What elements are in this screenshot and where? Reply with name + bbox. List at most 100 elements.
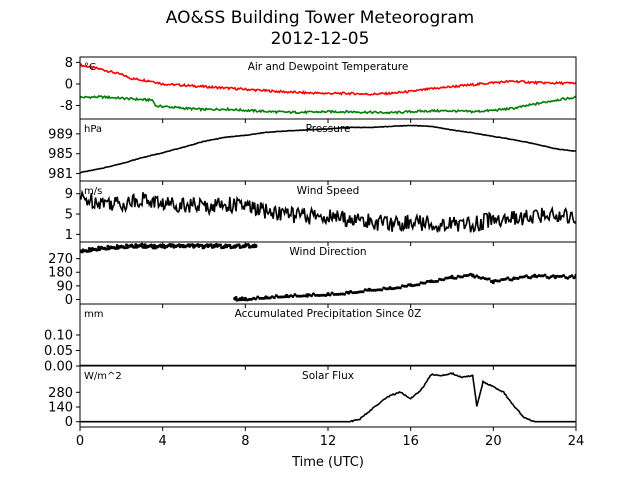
data-point [191, 243, 195, 247]
data-point [570, 274, 574, 278]
panel-title: Pressure [306, 123, 351, 135]
data-point [200, 243, 204, 247]
data-point [417, 283, 421, 287]
data-point [510, 278, 514, 282]
panel-title: Accumulated Precipitation Since 0Z [235, 308, 422, 320]
x-tick-label: 20 [485, 434, 502, 449]
y-tick-label: 989 [48, 127, 73, 142]
panel-1: 8 0 -8 °C Air and Dewpoint Temperature [60, 56, 577, 123]
y-tick-label: 90 [56, 279, 73, 294]
data-point [450, 274, 454, 278]
y-tick-label: -8 [60, 99, 73, 114]
data-point [512, 276, 516, 280]
x-tick-label: 8 [241, 434, 249, 449]
data-point [87, 247, 91, 250]
data-point [405, 284, 408, 288]
x-axis-label: Time (UTC) [291, 455, 364, 470]
y-tick-label: 985 [48, 147, 73, 162]
series-wind-direction [80, 242, 576, 302]
data-point [291, 295, 295, 298]
data-point [320, 293, 324, 297]
data-point [462, 274, 466, 278]
data-point [407, 283, 411, 287]
y-tick-label: 0.00 [44, 360, 73, 375]
panel-2: 989 985 981 hPa Pressure [48, 118, 577, 185]
data-point [553, 276, 557, 280]
data-point [380, 288, 384, 292]
data-point [454, 276, 458, 280]
data-point [234, 296, 238, 299]
unit-label: °C [84, 62, 96, 73]
data-point [524, 274, 528, 278]
y-tick-label: 0 [65, 293, 73, 308]
y-tick-label: 8 [65, 56, 73, 71]
data-point [301, 294, 305, 298]
data-point [293, 293, 297, 297]
data-point [246, 243, 250, 247]
data-point [272, 296, 276, 300]
data-point [228, 243, 232, 247]
data-point [572, 276, 576, 280]
y-tick-label: 0.05 [44, 344, 73, 359]
data-point [264, 296, 268, 300]
series-line-6-1 [80, 371, 576, 423]
series-line-2-1 [80, 124, 576, 174]
data-point [324, 294, 328, 297]
data-point [254, 245, 258, 249]
data-point [487, 277, 491, 281]
data-point [237, 243, 241, 247]
y-tick-label: 0 [65, 415, 73, 430]
panel-title: Wind Speed [297, 185, 360, 197]
data-point [543, 273, 547, 277]
data-point [442, 278, 446, 282]
panel-3: 9 5 1 m/s Wind Speed [65, 180, 577, 246]
data-point [551, 274, 555, 278]
data-point [518, 275, 522, 279]
data-point [436, 279, 439, 283]
data-point [140, 242, 144, 246]
y-tick-label: 0.10 [44, 329, 73, 344]
data-point [330, 291, 334, 295]
figure-title-line1: AO&SS Building Tower Meteorogram [165, 8, 475, 28]
y-tick-label: 5 [65, 208, 73, 223]
panel-title: Solar Flux [302, 370, 354, 382]
data-point [562, 274, 566, 277]
panel-5: 0.100.050.00 mm Accumulated Precipitation … [44, 303, 577, 375]
x-tick-label: 16 [402, 434, 419, 449]
data-point [506, 276, 510, 280]
data-point [328, 293, 332, 297]
data-point [219, 243, 222, 247]
panel-title: Wind Direction [289, 246, 366, 258]
data-point [423, 281, 427, 285]
series-line-1-2 [80, 94, 576, 115]
y-tick-label: 140 [48, 401, 73, 416]
data-point [529, 276, 532, 280]
x-tick-label: 0 [76, 434, 84, 449]
unit-label: mm [84, 309, 103, 320]
data-point [343, 292, 346, 296]
data-point [491, 281, 495, 285]
figure-title-line2: 2012-12-05 [270, 29, 370, 49]
x-tick-label: 4 [159, 434, 167, 449]
data-point [533, 273, 537, 277]
data-point [361, 290, 365, 294]
unit-label: hPa [84, 124, 102, 135]
data-point [258, 296, 262, 300]
unit-label: W/m^2 [84, 371, 122, 382]
y-tick-label: 0 [65, 77, 73, 92]
data-point [295, 294, 299, 298]
data-point [310, 294, 313, 298]
y-tick-label: 9 [65, 187, 73, 202]
data-point [209, 243, 213, 247]
data-point [398, 286, 402, 290]
y-tick-label: 180 [48, 266, 73, 281]
series-line-3-1 [80, 189, 576, 233]
data-point [469, 272, 473, 276]
y-tick-label: 981 [48, 167, 73, 182]
series-line-1-1 [80, 62, 576, 96]
data-point [274, 294, 278, 298]
x-tick-label: 24 [568, 434, 585, 449]
data-point [475, 274, 479, 278]
